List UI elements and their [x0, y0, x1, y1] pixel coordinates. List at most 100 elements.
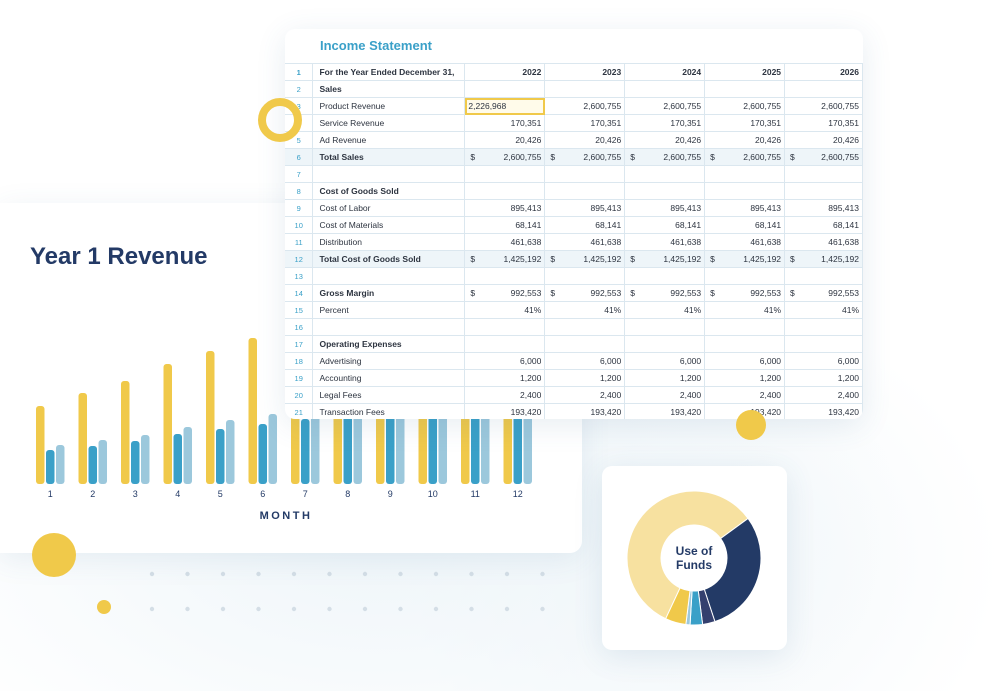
cell-value[interactable]: 68,141 [624, 216, 706, 234]
cell-value[interactable]: $2,600,755 [464, 148, 546, 166]
cell-value[interactable] [464, 318, 546, 336]
cell-value[interactable]: $992,553 [624, 284, 706, 302]
cell-value[interactable]: 2,600,755 [544, 97, 626, 115]
cell-value[interactable]: 2,400 [784, 386, 863, 404]
cell-value[interactable] [704, 318, 786, 336]
cell-value[interactable]: 41% [784, 301, 863, 319]
cell-value[interactable]: 20,426 [464, 131, 546, 149]
cell-value[interactable]: 2022 [464, 63, 546, 81]
cell-value[interactable]: $2,600,755 [624, 148, 706, 166]
cell-value[interactable] [544, 267, 626, 285]
cell-value[interactable]: $2,600,755 [544, 148, 626, 166]
cell-value[interactable] [544, 165, 626, 183]
cell-value[interactable] [544, 182, 626, 200]
selected-cell[interactable]: 2,226,968 [464, 97, 546, 115]
cell-value[interactable]: 170,351 [704, 114, 786, 132]
row-number[interactable]: 12 [285, 250, 314, 268]
row-number[interactable]: 15 [285, 301, 314, 319]
cell-value[interactable]: 895,413 [784, 199, 863, 217]
row-label[interactable]: Cost of Goods Sold [312, 182, 466, 200]
cell-value[interactable]: 461,638 [544, 233, 626, 251]
row-number[interactable]: 16 [285, 318, 314, 336]
cell-value[interactable] [784, 335, 863, 353]
cell-value[interactable]: $992,553 [464, 284, 546, 302]
cell-value[interactable]: 895,413 [464, 199, 546, 217]
cell-value[interactable]: $1,425,192 [704, 250, 786, 268]
cell-value[interactable]: 2,600,755 [624, 97, 706, 115]
row-label[interactable]: Sales [312, 80, 466, 98]
cell-value[interactable]: 461,638 [784, 233, 863, 251]
cell-value[interactable]: 6,000 [704, 352, 786, 370]
cell-value[interactable]: 1,200 [544, 369, 626, 387]
cell-value[interactable] [704, 267, 786, 285]
cell-value[interactable] [464, 80, 546, 98]
cell-value[interactable] [704, 335, 786, 353]
cell-value[interactable]: $1,425,192 [784, 250, 863, 268]
cell-value[interactable]: 1,200 [704, 369, 786, 387]
cell-value[interactable]: 6,000 [624, 352, 706, 370]
cell-value[interactable]: 6,000 [464, 352, 546, 370]
cell-value[interactable] [624, 165, 706, 183]
cell-value[interactable]: 170,351 [464, 114, 546, 132]
row-label[interactable]: Cost of Materials [312, 216, 466, 234]
row-number[interactable]: 1 [285, 63, 314, 81]
cell-value[interactable]: $992,553 [544, 284, 626, 302]
row-label[interactable]: Cost of Labor [312, 199, 466, 217]
cell-value[interactable]: 41% [704, 301, 786, 319]
cell-value[interactable] [464, 335, 546, 353]
row-label[interactable] [312, 165, 466, 183]
cell-value[interactable] [704, 165, 786, 183]
cell-value[interactable]: 193,420 [784, 403, 863, 419]
row-number[interactable]: 13 [285, 267, 314, 285]
cell-value[interactable]: 1,200 [624, 369, 706, 387]
cell-value[interactable] [624, 335, 706, 353]
cell-value[interactable] [704, 182, 786, 200]
cell-value[interactable]: 895,413 [544, 199, 626, 217]
row-number[interactable]: 14 [285, 284, 314, 302]
cell-value[interactable]: 68,141 [784, 216, 863, 234]
row-label[interactable]: Percent [312, 301, 466, 319]
cell-value[interactable] [544, 80, 626, 98]
cell-value[interactable]: 41% [544, 301, 626, 319]
cell-value[interactable]: 2,600,755 [704, 97, 786, 115]
cell-value[interactable] [784, 267, 863, 285]
cell-value[interactable]: 1,200 [784, 369, 863, 387]
cell-value[interactable]: 461,638 [704, 233, 786, 251]
cell-value[interactable] [624, 318, 706, 336]
cell-value[interactable]: 170,351 [544, 114, 626, 132]
cell-value[interactable]: 20,426 [784, 131, 863, 149]
cell-value[interactable]: $992,553 [784, 284, 863, 302]
cell-value[interactable]: 68,141 [544, 216, 626, 234]
cell-value[interactable]: 2,400 [704, 386, 786, 404]
row-number[interactable]: 21 [285, 403, 314, 419]
cell-value[interactable]: 461,638 [624, 233, 706, 251]
row-label[interactable]: For the Year Ended December 31, [312, 63, 466, 81]
cell-value[interactable]: 895,413 [704, 199, 786, 217]
cell-value[interactable] [784, 182, 863, 200]
cell-value[interactable]: 2025 [704, 63, 786, 81]
cell-value[interactable]: 193,420 [544, 403, 626, 419]
row-number[interactable]: 8 [285, 182, 314, 200]
row-number[interactable]: 17 [285, 335, 314, 353]
cell-value[interactable]: 2,400 [464, 386, 546, 404]
row-number[interactable]: 11 [285, 233, 314, 251]
row-number[interactable]: 20 [285, 386, 314, 404]
cell-value[interactable] [624, 182, 706, 200]
cell-value[interactable] [544, 335, 626, 353]
row-label[interactable]: Advertising [312, 352, 466, 370]
row-label[interactable]: Total Cost of Goods Sold [312, 250, 466, 268]
row-number[interactable]: 7 [285, 165, 314, 183]
cell-value[interactable]: 6,000 [784, 352, 863, 370]
cell-value[interactable]: 170,351 [624, 114, 706, 132]
cell-value[interactable]: 20,426 [544, 131, 626, 149]
cell-value[interactable]: 2023 [544, 63, 626, 81]
cell-value[interactable]: 6,000 [544, 352, 626, 370]
cell-value[interactable]: 2026 [784, 63, 863, 81]
cell-value[interactable]: 2,600,755 [784, 97, 863, 115]
row-label[interactable]: Legal Fees [312, 386, 466, 404]
row-number[interactable]: 2 [285, 80, 314, 98]
cell-value[interactable]: 1,200 [464, 369, 546, 387]
cell-value[interactable]: 193,420 [464, 403, 546, 419]
cell-value[interactable] [464, 182, 546, 200]
cell-value[interactable] [544, 318, 626, 336]
